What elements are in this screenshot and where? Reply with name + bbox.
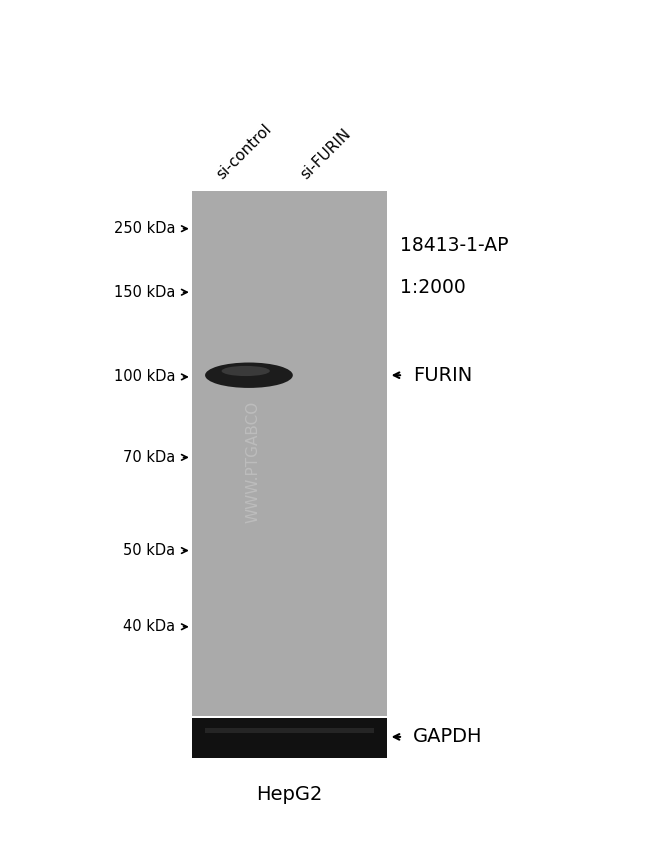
Text: FURIN: FURIN	[413, 366, 472, 385]
Bar	[192, 191, 387, 716]
Text: 50 kDa: 50 kDa	[124, 543, 176, 558]
Text: 40 kDa: 40 kDa	[124, 619, 176, 634]
Ellipse shape	[222, 366, 270, 376]
Text: 18413-1-AP: 18413-1-AP	[400, 236, 508, 255]
Ellipse shape	[205, 363, 293, 388]
Text: HepG2: HepG2	[256, 785, 322, 804]
Bar	[192, 718, 387, 758]
Text: si-FURIN: si-FURIN	[298, 126, 354, 182]
Text: WWW.PTGABCO: WWW.PTGABCO	[246, 401, 261, 523]
Text: GAPDH: GAPDH	[413, 728, 482, 746]
Text: 100 kDa: 100 kDa	[114, 369, 176, 385]
Text: si-control: si-control	[214, 121, 274, 182]
Text: 1:2000: 1:2000	[400, 279, 465, 297]
Text: 150 kDa: 150 kDa	[114, 285, 176, 300]
Text: 70 kDa: 70 kDa	[124, 450, 176, 465]
Text: 250 kDa: 250 kDa	[114, 221, 176, 236]
Bar	[205, 728, 374, 733]
